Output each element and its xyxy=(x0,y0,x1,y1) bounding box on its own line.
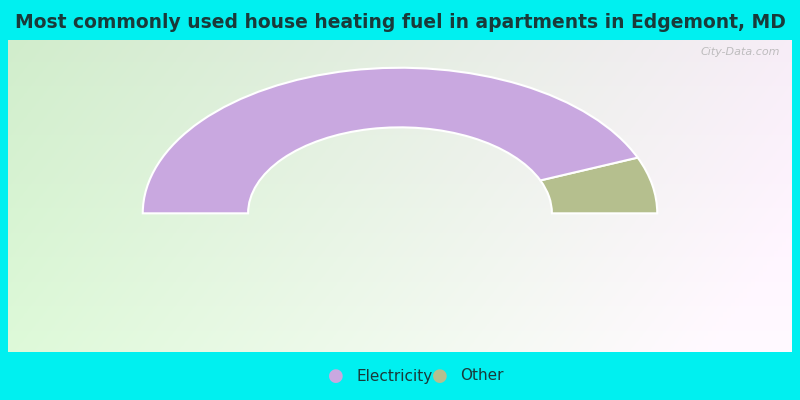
Text: ●: ● xyxy=(328,367,344,385)
Text: Electricity: Electricity xyxy=(356,368,432,384)
Wedge shape xyxy=(540,158,658,213)
Text: ●: ● xyxy=(432,367,448,385)
Text: City-Data.com: City-Data.com xyxy=(700,47,780,57)
Wedge shape xyxy=(142,68,638,213)
Text: Most commonly used house heating fuel in apartments in Edgemont, MD: Most commonly used house heating fuel in… xyxy=(14,12,786,32)
Text: Other: Other xyxy=(460,368,503,384)
